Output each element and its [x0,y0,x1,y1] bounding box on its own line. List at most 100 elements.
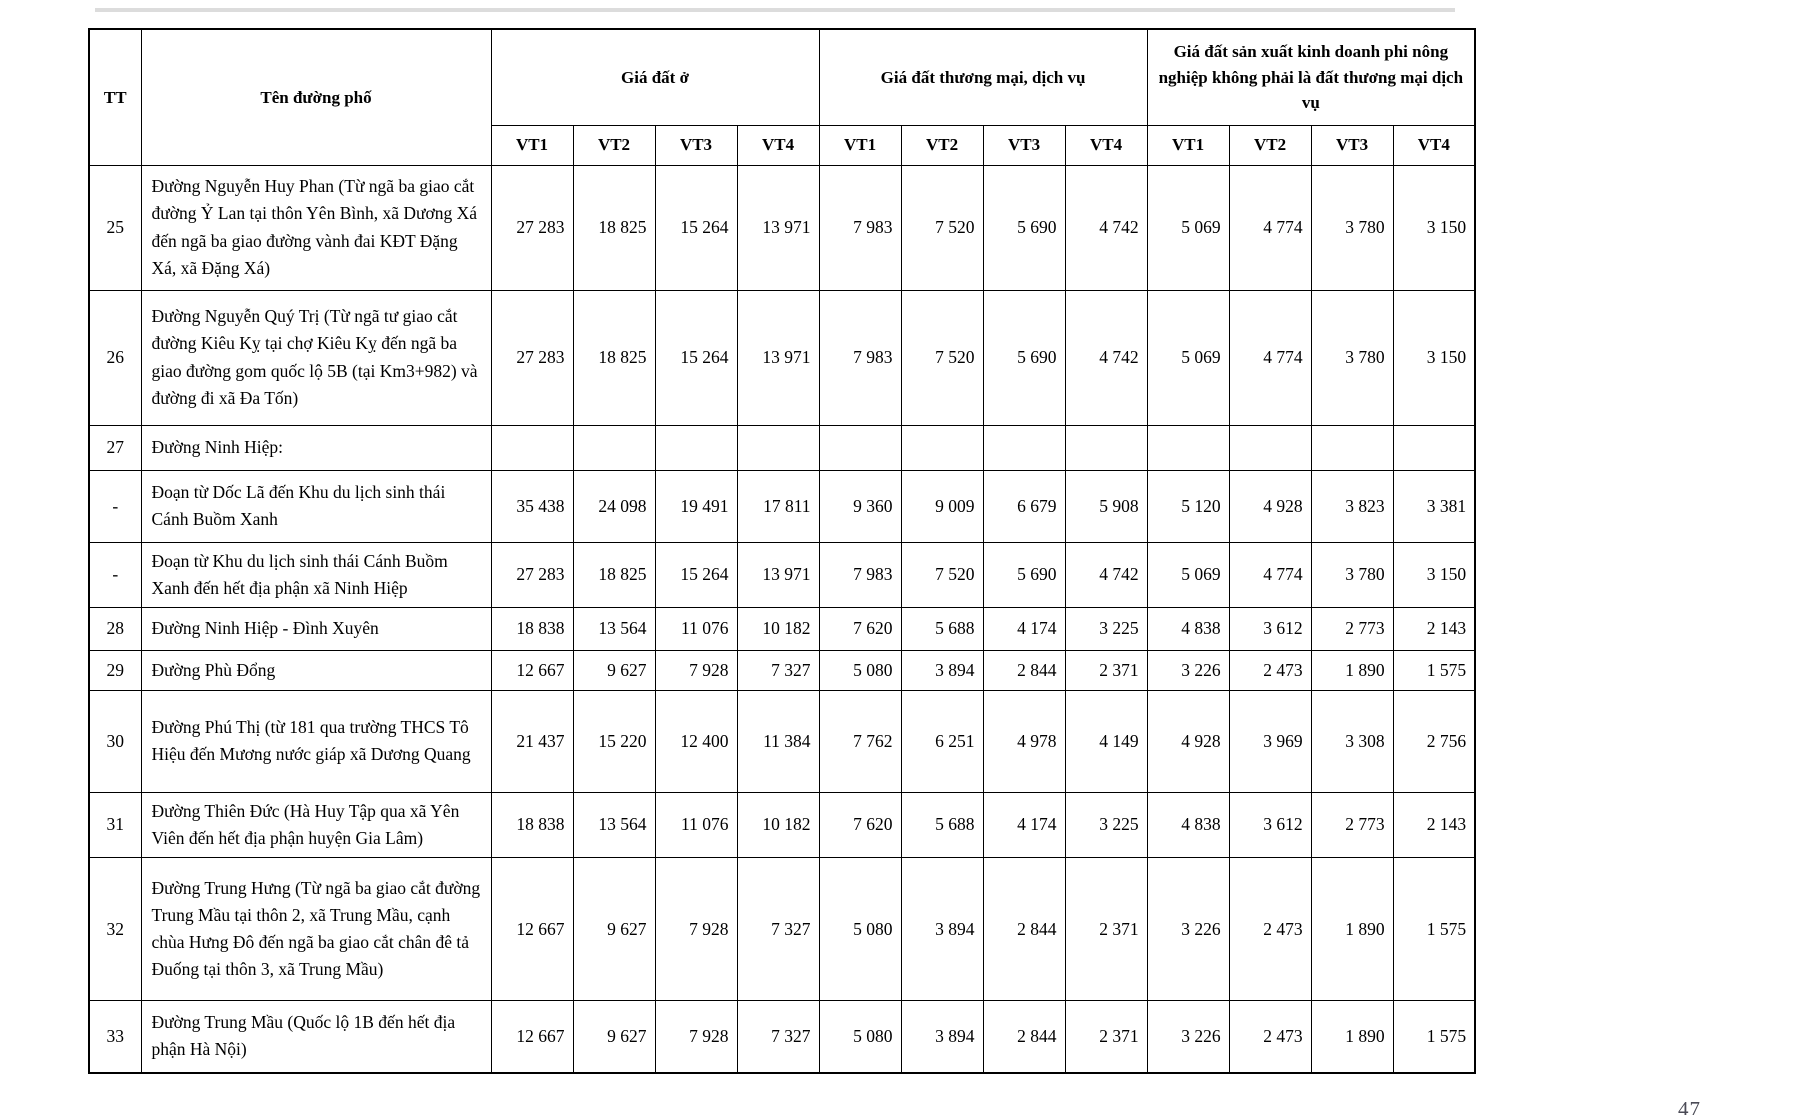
price-value: 5 069 [1146,541,1230,608]
table-row: 33 Đường Trung Mầu (Quốc lộ 1B đến hết đị… [88,1000,1476,1073]
price-value: 13 564 [572,791,656,859]
price-value: 5 690 [982,541,1066,608]
land-price-table: TT Tên đường phố Giá đất ở Giá đất thươn… [88,28,1477,1074]
price-value: 17 811 [736,469,820,543]
row-number: 32 [88,857,142,1001]
col-group-commercial-service-land: Giá đất thương mại, dịch vụ [818,28,1148,126]
row-number: 29 [88,649,142,691]
price-value: 5 069 [1146,289,1230,426]
price-value: 4 978 [982,689,1066,793]
price-value: 3 226 [1146,1000,1230,1073]
price-value: 13 564 [572,606,656,651]
table-row: - Đoạn từ Dốc Lã đến Khu du lịch sinh thá… [88,469,1476,543]
row-number: - [88,469,142,543]
street-name: Đường Trung Hưng (Từ ngã ba giao cắt đườ… [140,857,492,1001]
price-value: 3 780 [1310,541,1394,608]
price-value: 3 308 [1310,689,1394,793]
price-value [1310,424,1394,471]
price-value: 3 226 [1146,857,1230,1001]
price-value: 1 890 [1310,1000,1394,1073]
price-value: 7 327 [736,1000,820,1073]
price-value: 9 627 [572,857,656,1001]
col-subheader-vt2: VT2 [900,124,984,166]
price-value: 15 220 [572,689,656,793]
price-value: 7 928 [654,857,738,1001]
price-value: 2 371 [1064,857,1148,1001]
col-header-street: Tên đường phố [140,28,492,166]
street-name: Đường Trung Mầu (Quốc lộ 1B đến hết địa … [140,1000,492,1073]
price-value: 1 890 [1310,649,1394,691]
col-subheader-vt2: VT2 [1228,124,1312,166]
price-value: 7 327 [736,857,820,1001]
row-number: 28 [88,606,142,651]
price-value: 3 150 [1392,541,1476,608]
price-value: 5 688 [900,791,984,859]
table-row: 28 Đường Ninh Hiệp - Đình Xuyên 18 838 13 5… [88,606,1476,651]
price-value: 7 983 [818,289,902,426]
row-number: 30 [88,689,142,793]
price-value: 5 069 [1146,164,1230,291]
col-subheader-vt4: VT4 [736,124,820,166]
price-value: 5 908 [1064,469,1148,543]
col-subheader-vt3: VT3 [654,124,738,166]
price-value [982,424,1066,471]
price-value: 7 928 [654,1000,738,1073]
price-value: 3 225 [1064,606,1148,651]
price-value: 3 150 [1392,289,1476,426]
price-value: 4 928 [1228,469,1312,543]
price-value: 5 080 [818,649,902,691]
price-value: 3 612 [1228,791,1312,859]
price-value: 6 251 [900,689,984,793]
price-value: 3 894 [900,1000,984,1073]
price-value: 24 098 [572,469,656,543]
price-value: 9 360 [818,469,902,543]
price-value: 5 120 [1146,469,1230,543]
header-row-positions: VT1 VT2 VT3 VT4 VT1 VT2 VT3 VT4 VT1 VT2 … [89,124,1476,166]
price-value: 7 520 [900,164,984,291]
price-value: 18 825 [572,541,656,608]
price-value: 21 437 [490,689,574,793]
price-value [1146,424,1230,471]
price-value: 3 150 [1392,164,1476,291]
price-value: 3 226 [1146,649,1230,691]
table-row: 31 Đường Thiên Đức (Hà Huy Tập qua xã Yên… [88,791,1476,859]
price-value: 2 371 [1064,1000,1148,1073]
col-subheader-vt3: VT3 [1310,124,1394,166]
price-value: 2 756 [1392,689,1476,793]
price-value: 4 742 [1064,541,1148,608]
price-value: 1 575 [1392,857,1476,1001]
row-number: - [88,541,142,608]
price-value: 27 283 [490,289,574,426]
price-value: 5 690 [982,289,1066,426]
price-value: 1 890 [1310,857,1394,1001]
col-subheader-vt1: VT1 [818,124,902,166]
price-value: 4 774 [1228,289,1312,426]
price-value [654,424,738,471]
page-number: 47 [1678,1097,1701,1115]
price-value: 3 823 [1310,469,1394,543]
col-subheader-vt1: VT1 [490,124,574,166]
price-value: 2 844 [982,857,1066,1001]
row-number: 25 [88,164,142,291]
price-value: 13 971 [736,541,820,608]
col-group-residential-land: Giá đất ở [490,28,820,126]
table-row: 25 Đường Nguyễn Huy Phan (Từ ngã ba giao … [88,164,1476,291]
street-name: Đường Phù Đổng [140,649,492,691]
price-value: 2 773 [1310,606,1394,651]
col-header-tt: TT [88,28,142,166]
price-value: 4 838 [1146,791,1230,859]
price-value: 7 762 [818,689,902,793]
row-number: 33 [88,1000,142,1073]
price-value: 4 149 [1064,689,1148,793]
price-value: 12 667 [490,649,574,691]
price-value: 4 174 [982,606,1066,651]
price-value: 27 283 [490,541,574,608]
price-value: 9 009 [900,469,984,543]
price-value: 2 371 [1064,649,1148,691]
price-value: 7 983 [818,541,902,608]
col-subheader-vt4: VT4 [1392,124,1476,166]
price-value: 3 894 [900,649,984,691]
street-name: Đường Thiên Đức (Hà Huy Tập qua xã Yên V… [140,791,492,859]
street-name: Đoạn từ Dốc Lã đến Khu du lịch sinh thái… [140,469,492,543]
price-value: 2 143 [1392,606,1476,651]
